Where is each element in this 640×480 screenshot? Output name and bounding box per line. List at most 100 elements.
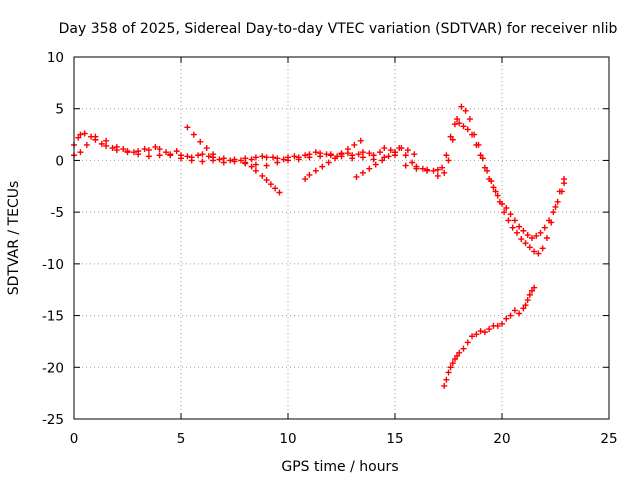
data-point xyxy=(145,147,152,154)
data-point xyxy=(195,152,202,159)
data-point xyxy=(306,171,313,178)
data-point xyxy=(385,153,392,160)
data-point xyxy=(178,155,184,162)
data-point xyxy=(402,162,409,169)
data-point xyxy=(270,154,277,161)
data-point xyxy=(302,176,309,183)
data-point xyxy=(163,149,170,156)
data-point xyxy=(516,223,523,230)
data-point xyxy=(280,156,287,163)
data-point xyxy=(490,184,497,191)
x-axis-tick-labels: 0 5 10 15 20 25 xyxy=(70,431,618,447)
data-point xyxy=(464,339,471,346)
data-point xyxy=(409,159,416,166)
data-point xyxy=(496,198,503,205)
y-tick-label: -25 xyxy=(42,412,64,428)
data-point xyxy=(75,134,82,141)
x-tick-label: 0 xyxy=(70,431,79,447)
data-point xyxy=(522,240,529,247)
data-point xyxy=(317,153,324,160)
data-point xyxy=(451,356,458,363)
data-point xyxy=(458,103,465,110)
data-point xyxy=(543,235,550,241)
data-point xyxy=(167,152,174,159)
data-point xyxy=(227,157,234,164)
data-point xyxy=(259,153,266,160)
data-point xyxy=(263,162,270,169)
data-point xyxy=(276,189,283,196)
data-point xyxy=(464,126,471,133)
y-axis-label: SDTVAR / TECUs xyxy=(6,181,22,296)
data-point xyxy=(552,203,559,210)
data-point xyxy=(533,232,540,239)
data-point xyxy=(379,157,386,164)
data-point xyxy=(462,107,469,114)
data-point xyxy=(528,235,535,241)
data-point xyxy=(231,158,238,165)
data-point xyxy=(449,360,456,367)
data-point xyxy=(312,149,319,156)
data-point xyxy=(424,167,431,174)
data-point xyxy=(398,145,405,152)
axis-ticks xyxy=(73,56,610,420)
data-point xyxy=(152,143,159,150)
data-point xyxy=(434,166,441,173)
data-point xyxy=(355,151,362,158)
data-point xyxy=(505,217,512,224)
data-point xyxy=(184,124,191,131)
data-point xyxy=(507,312,514,319)
data-point xyxy=(456,349,463,356)
x-tick-label: 15 xyxy=(386,431,403,447)
data-point xyxy=(220,159,227,166)
data-point xyxy=(445,157,452,164)
data-point xyxy=(492,188,499,195)
data-point xyxy=(481,164,488,171)
data-point xyxy=(359,149,366,156)
data-point xyxy=(449,136,456,143)
data-point xyxy=(274,159,281,166)
data-point xyxy=(509,224,516,231)
data-point xyxy=(447,133,454,140)
data-point xyxy=(484,167,491,174)
data-point xyxy=(263,177,270,184)
data-point xyxy=(359,169,366,176)
data-point xyxy=(349,155,356,162)
data-point xyxy=(216,156,223,163)
data-point xyxy=(199,151,206,158)
data-point xyxy=(199,158,206,165)
data-point xyxy=(503,315,510,322)
data-point xyxy=(77,149,84,156)
data-point xyxy=(184,153,191,160)
data-point xyxy=(441,382,448,389)
data-point xyxy=(259,172,266,179)
data-point xyxy=(83,141,90,148)
data-point xyxy=(353,173,360,180)
data-point xyxy=(454,352,461,359)
data-point xyxy=(541,224,548,231)
data-point xyxy=(513,229,520,236)
data-point xyxy=(205,153,212,160)
data-point xyxy=(252,161,259,168)
data-point xyxy=(285,157,291,164)
data-point xyxy=(372,161,379,168)
data-point xyxy=(561,176,568,183)
y-tick-label: 5 xyxy=(55,102,64,118)
data-point xyxy=(130,149,137,156)
data-point xyxy=(516,310,523,317)
data-point xyxy=(141,146,148,153)
data-point xyxy=(556,188,563,195)
data-point xyxy=(332,155,339,162)
data-point xyxy=(475,141,482,148)
data-point xyxy=(387,147,394,154)
y-tick-label: 0 xyxy=(55,153,64,169)
data-point xyxy=(518,236,525,243)
data-point xyxy=(520,305,527,312)
data-point xyxy=(357,137,364,144)
y-tick-label: -20 xyxy=(42,360,64,376)
y-tick-label: -15 xyxy=(42,309,64,325)
data-point xyxy=(252,154,259,161)
data-point xyxy=(411,151,418,158)
data-point xyxy=(81,130,88,137)
data-point xyxy=(370,156,377,163)
